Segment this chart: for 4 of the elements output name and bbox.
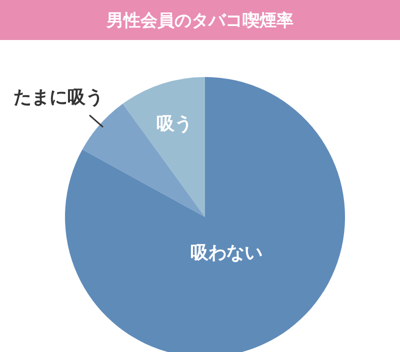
- slice-label: たまに吸う: [13, 87, 104, 108]
- slice-label: 吸う: [156, 113, 193, 134]
- chart-title: 男性会員のタバコ喫煙率: [0, 0, 400, 40]
- slice-label: 吸わない: [190, 242, 262, 264]
